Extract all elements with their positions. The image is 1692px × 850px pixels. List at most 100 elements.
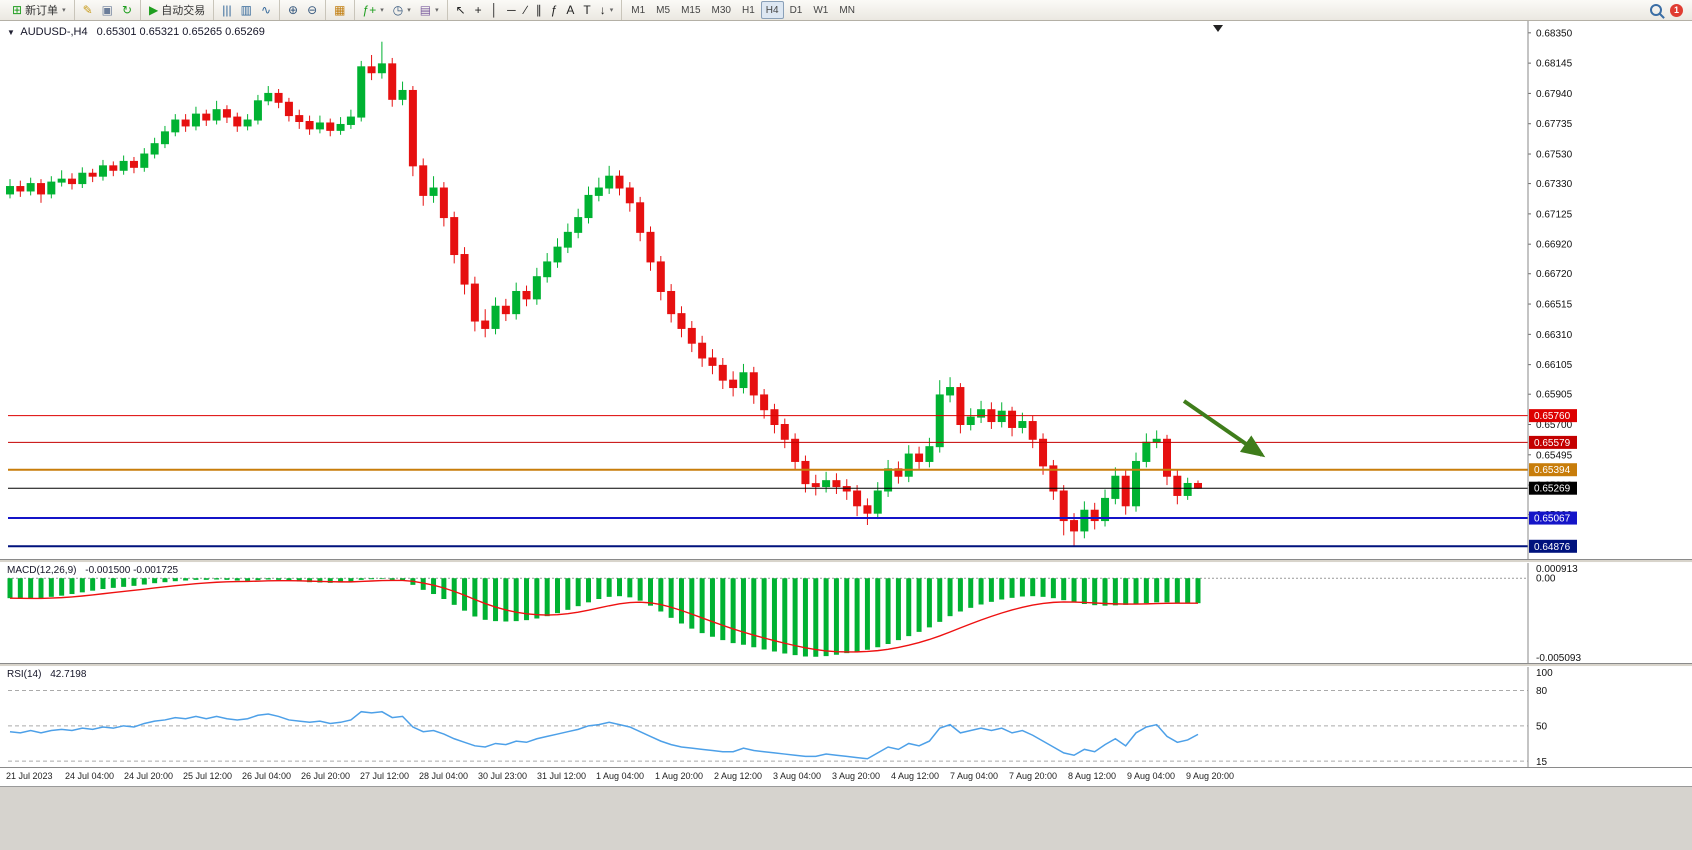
periods-button[interactable]: ◷ ▾ xyxy=(389,1,415,19)
candle-body xyxy=(1194,482,1202,489)
label-button[interactable]: T xyxy=(579,1,594,19)
chevron-down-icon: ▾ xyxy=(407,7,411,14)
time-axis-label: 3 Aug 04:00 xyxy=(773,771,822,781)
candle-body xyxy=(977,409,986,418)
refresh-button[interactable]: ↻ xyxy=(118,1,136,19)
candle-body xyxy=(832,480,841,488)
price-axis-tick: 0.66105 xyxy=(1536,360,1573,371)
notification-badge[interactable]: 1 xyxy=(1670,3,1683,17)
candle-body xyxy=(57,178,66,183)
candle-body xyxy=(1132,460,1141,507)
new-order-button[interactable]: ⊞ 新订单 ▾ xyxy=(8,1,70,19)
trendline-button[interactable]: ∕ xyxy=(521,1,531,19)
candle-body xyxy=(326,122,335,131)
candle-body xyxy=(233,116,242,127)
rsi-indicator-label: RSI(14) 42.7198 xyxy=(7,669,86,680)
candle-body xyxy=(1039,438,1048,467)
crosshair-button[interactable]: + xyxy=(471,1,486,19)
indicators-button[interactable]: ƒ+ ▾ xyxy=(359,1,388,19)
candle-body xyxy=(140,153,149,168)
horizontal-line-button[interactable]: ─ xyxy=(503,1,520,19)
macd-axis-tick: 0.000913 xyxy=(1536,564,1578,575)
timeframe-button-m1[interactable]: M1 xyxy=(631,4,646,16)
time-axis-label: 2 Aug 12:00 xyxy=(714,771,763,781)
candle-body xyxy=(956,387,965,425)
profile-button[interactable]: ▣ xyxy=(98,1,117,19)
candle-body xyxy=(160,131,169,145)
candle-body xyxy=(16,186,25,192)
candle-body xyxy=(67,178,76,185)
pane-separator[interactable] xyxy=(0,663,1692,667)
chart-shift-marker[interactable] xyxy=(1213,25,1223,32)
price-axis-tick: 0.68350 xyxy=(1536,28,1573,39)
chart-collapse-button[interactable]: ▼ xyxy=(7,28,15,37)
timeframe-button-h4[interactable]: H4 xyxy=(760,1,784,19)
candle-body xyxy=(336,123,345,131)
time-axis-label: 8 Aug 12:00 xyxy=(1068,771,1117,781)
timeframe-button-h1[interactable]: H1 xyxy=(741,4,755,16)
trend-arrow-annotation[interactable] xyxy=(1182,399,1266,458)
new-order-icon: ⊞ xyxy=(12,3,23,17)
arrows-button[interactable]: ↓ ▾ xyxy=(596,1,618,19)
auto-trading-button[interactable]: ▶ 自动交易 xyxy=(145,1,209,19)
arrows-icon: ↓ xyxy=(599,3,606,17)
text-button[interactable]: A xyxy=(562,1,578,19)
fibonacci-button[interactable]: ƒ xyxy=(547,1,562,19)
price-axis-tick: 0.67735 xyxy=(1536,119,1573,130)
candle-body xyxy=(760,394,769,411)
indicators-icon: ƒ+ xyxy=(362,3,377,17)
candle-body xyxy=(1101,497,1110,522)
price-badge-label: 0.65579 xyxy=(1534,438,1571,449)
rsi-axis-tick: 80 xyxy=(1536,686,1548,697)
macd-axis-tick: -0.005093 xyxy=(1536,653,1581,663)
time-axis[interactable]: 21 Jul 2023 24 Jul 04:00 24 Jul 20:00 25 Ju… xyxy=(0,767,1692,786)
pane-separator[interactable] xyxy=(0,559,1692,563)
candle-body xyxy=(884,468,893,492)
search-icon[interactable] xyxy=(1650,4,1662,16)
current-price-badge xyxy=(1529,481,1577,495)
rsi-chart-canvas[interactable]: 100 80 50 15 xyxy=(0,667,1692,767)
horizontal-line-icon: ─ xyxy=(507,3,516,17)
rsi-line xyxy=(9,710,1199,760)
vertical-line-button[interactable]: │ xyxy=(487,1,503,19)
candle-body xyxy=(997,410,1006,423)
tile-windows-button[interactable]: ▦ xyxy=(330,1,349,19)
candle-body xyxy=(357,66,366,118)
toolbar-right: 1 xyxy=(1650,3,1688,17)
channel-button[interactable]: ∥ xyxy=(532,1,546,19)
candle-body xyxy=(450,217,459,256)
timeframe-button-m15[interactable]: M15 xyxy=(681,4,701,16)
candle-body xyxy=(532,276,541,300)
candle-body xyxy=(26,183,35,192)
macd-signal-line xyxy=(9,579,1199,653)
zoom-out-button[interactable]: ⊖ xyxy=(303,1,321,19)
candle-body xyxy=(574,217,583,233)
timeframe-button-m30[interactable]: M30 xyxy=(711,4,731,16)
candle-body xyxy=(377,63,386,74)
candle-body xyxy=(1142,441,1151,462)
candle-body xyxy=(284,101,293,117)
timeframe-button-mn[interactable]: MN xyxy=(839,4,855,16)
candlestick-button[interactable]: ▥ xyxy=(237,1,256,19)
candle-body xyxy=(78,172,87,185)
candle-body xyxy=(925,446,934,462)
candle-body xyxy=(594,187,603,196)
timeframe-button-w1[interactable]: W1 xyxy=(813,4,829,16)
metaeditor-button[interactable]: ✎ xyxy=(79,1,97,19)
candle-body xyxy=(264,92,273,102)
timeframe-button-m5[interactable]: M5 xyxy=(656,4,671,16)
auto-trading-icon: ▶ xyxy=(149,3,159,17)
macd-pane: 0.000913 0.00 -0.005093 MACD(12,26,9) -0.0… xyxy=(0,563,1692,663)
timeframe-button-d1[interactable]: D1 xyxy=(789,4,803,16)
candle-body xyxy=(98,165,107,177)
price-chart-canvas[interactable]: 0.68350 0.68145 0.67940 0.67735 0.67530 0.673… xyxy=(0,21,1692,559)
zoom-in-button[interactable]: ⊕ xyxy=(284,1,302,19)
price-level-badge xyxy=(1529,539,1577,553)
templates-button[interactable]: ▤ ▾ xyxy=(416,1,443,19)
candle-body xyxy=(1163,438,1172,477)
line-chart-button[interactable]: ∿ xyxy=(257,1,275,19)
bar-chart-button[interactable]: ||| xyxy=(218,1,235,19)
price-axis-tick: 0.66920 xyxy=(1536,240,1573,251)
cursor-button[interactable]: ↖ xyxy=(452,1,470,19)
